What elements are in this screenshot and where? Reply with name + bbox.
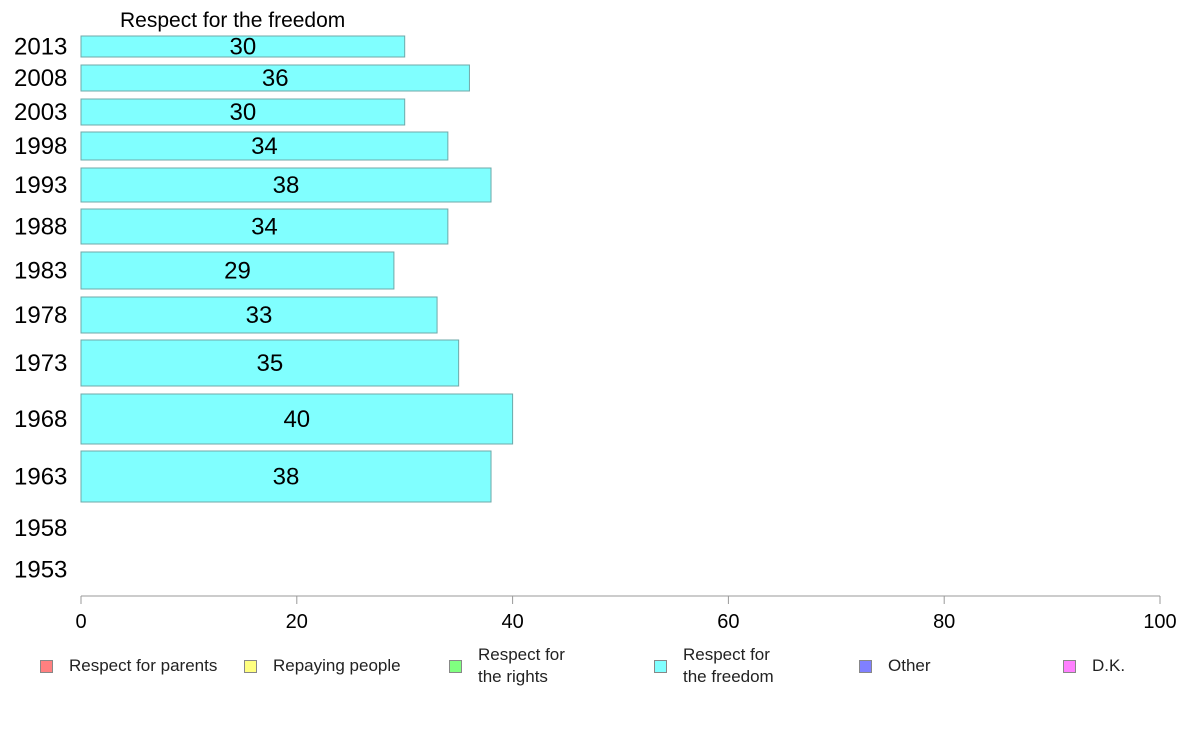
legend-label: Other xyxy=(888,656,931,675)
bar-1983 xyxy=(80,251,395,290)
bar-1973 xyxy=(80,339,460,387)
year-label-2013: 2013 xyxy=(14,34,67,61)
data-label-1968: 40 xyxy=(283,406,310,433)
x-tick-label-100: 100 xyxy=(1143,611,1176,633)
data-label-1983: 29 xyxy=(224,258,251,285)
x-tick-label-40: 40 xyxy=(501,611,523,633)
x-axis: 0 20 40 60 80 100 xyxy=(75,595,1177,633)
year-label-1998: 1998 xyxy=(14,133,67,160)
legend-label: Respect for the rights xyxy=(478,645,565,686)
data-label-1998: 34 xyxy=(251,133,278,160)
legend: Respect for parents Repaying people Resp… xyxy=(0,640,1188,700)
data-label-1963: 38 xyxy=(273,464,300,491)
x-tick-label-0: 0 xyxy=(75,611,86,633)
x-tick-label-60: 60 xyxy=(717,611,739,633)
year-label-1973: 1973 xyxy=(14,350,67,377)
legend-item-dk: D.K. xyxy=(1063,655,1125,677)
data-label-2013: 30 xyxy=(229,34,256,61)
data-label-1978: 33 xyxy=(246,302,273,329)
legend-item-respect-for-the-freedom: Respect for the freedom xyxy=(654,644,774,688)
legend-item-respect-for-parents: Respect for parents xyxy=(40,655,217,677)
x-tick-label-80: 80 xyxy=(933,611,955,633)
legend-swatch xyxy=(1063,659,1076,673)
year-label-1978: 1978 xyxy=(14,302,67,329)
bar-2003 xyxy=(80,98,406,126)
bar-2013 xyxy=(80,35,406,58)
year-label-1958: 1958 xyxy=(14,515,67,542)
legend-item-respect-for-the-rights: Respect for the rights xyxy=(449,644,565,688)
x-tick-label-20: 20 xyxy=(286,611,308,633)
year-label-1953: 1953 xyxy=(14,557,67,584)
legend-label: Repaying people xyxy=(273,656,401,675)
year-label-1968: 1968 xyxy=(14,406,67,433)
legend-swatch xyxy=(859,659,872,673)
legend-label: Respect for parents xyxy=(69,656,218,675)
chart-title: Respect for the freedom xyxy=(120,9,345,32)
legend-item-other: Other xyxy=(859,655,931,677)
legend-swatch xyxy=(449,659,462,673)
year-label-2003: 2003 xyxy=(14,99,67,126)
bar-1998 xyxy=(80,131,449,161)
bar-1963 xyxy=(80,450,492,503)
bar-1988 xyxy=(80,208,449,245)
data-label-1973: 35 xyxy=(256,350,283,377)
legend-swatch xyxy=(244,659,257,673)
data-label-1988: 34 xyxy=(251,214,278,241)
year-label-2008: 2008 xyxy=(14,65,67,92)
legend-swatch xyxy=(40,659,53,673)
bar-1993 xyxy=(80,167,492,203)
year-label-1983: 1983 xyxy=(14,258,67,285)
bar-2008 xyxy=(80,64,470,92)
data-label-2003: 30 xyxy=(229,99,256,126)
year-label-1993: 1993 xyxy=(14,172,67,199)
year-label-1988: 1988 xyxy=(14,214,67,241)
legend-item-repaying-people: Repaying people xyxy=(244,655,401,677)
legend-swatch xyxy=(654,659,667,673)
year-labels: 2013 2008 2003 1998 1993 1988 1983 1978 1973 1968… xyxy=(14,34,67,584)
legend-label: Respect for the freedom xyxy=(683,645,774,686)
data-label-1993: 38 xyxy=(273,172,300,199)
bar-1978 xyxy=(80,296,438,334)
bar-1968 xyxy=(80,393,514,445)
data-label-2008: 36 xyxy=(262,65,289,92)
legend-label: D.K. xyxy=(1092,656,1126,675)
year-label-1963: 1963 xyxy=(14,464,67,491)
